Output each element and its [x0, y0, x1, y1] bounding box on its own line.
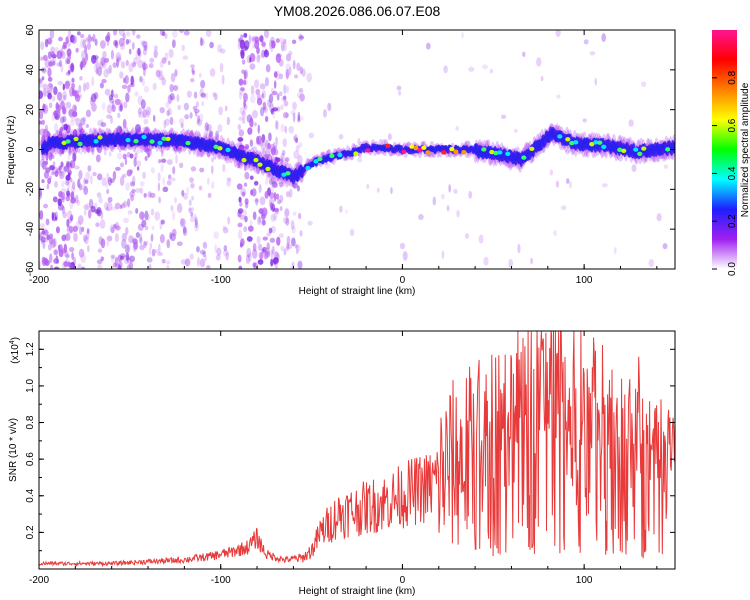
- spectrogram-y-tick: -60: [25, 261, 36, 276]
- spectrogram-y-tick: 0: [25, 146, 36, 152]
- figure-title: YM08.2026.086.06.07.E08: [274, 3, 441, 19]
- colorbar-tick: 0.2: [727, 214, 738, 228]
- snr-x-tick: 0: [400, 575, 406, 586]
- snr-y-tick: 0.6: [25, 452, 36, 466]
- snr-ticks: -200 -100 0 100 0.2 0.4 0.6 0.8 1.0 1.2: [25, 330, 675, 586]
- colorbar-gradient: [712, 30, 737, 269]
- spectrogram-x-label: Height of straight line (km): [299, 286, 416, 297]
- spectrogram-y-tick: -20: [25, 182, 36, 197]
- spectrogram-hotspots: [61, 134, 671, 177]
- snr-panel: -200 -100 0 100 0.2 0.4 0.6 0.8 1.0 1.2 Height of…: [8, 330, 676, 597]
- spectrogram-x-tick: -200: [29, 275, 49, 286]
- snr-y-label: SNR (10 * v/v): [8, 418, 19, 482]
- spectrogram-y-tick: 20: [25, 104, 36, 116]
- spectrogram-x-tick: 100: [576, 275, 593, 286]
- spectrogram-content: [39, 30, 675, 269]
- spectrogram-y-tick: 60: [25, 24, 36, 36]
- snr-y-tick: 0.2: [25, 525, 36, 539]
- snr-multiplier: (x104): [9, 337, 21, 364]
- colorbar-tick: 0.6: [727, 118, 738, 132]
- spectrogram-y-tick: -40: [25, 222, 36, 237]
- snr-y-tick: 1.0: [25, 379, 36, 393]
- snr-y-tick: 0.8: [25, 415, 36, 429]
- snr-y-tick: 0.4: [25, 488, 36, 502]
- colorbar-ticks: 0.0 0.2 0.4 0.6 0.8: [712, 70, 738, 276]
- spectrogram-y-label: Frequency (Hz): [6, 116, 17, 185]
- snr-x-tick: -200: [29, 575, 49, 586]
- spectrogram-x-tick: -100: [211, 275, 231, 286]
- spectrogram-ticks: -200 -100 0 100 60 40 20 0 -20 -40 -60: [25, 24, 675, 286]
- spectrogram-panel: -200 -100 0 100 60 40 20 0 -20 -40 -60 Height of s…: [6, 24, 676, 297]
- snr-x-label: Height of straight line (km): [299, 586, 416, 597]
- colorbar: 0.0 0.2 0.4 0.6 0.8 Normalized spectral ampl…: [712, 30, 750, 276]
- colorbar-tick: 0.0: [727, 262, 738, 276]
- spectrogram-y-tick: 40: [25, 64, 36, 76]
- spectrogram-noise: [39, 30, 675, 269]
- snr-y-tick: 1.2: [25, 342, 36, 356]
- snr-x-tick: 100: [576, 575, 593, 586]
- colorbar-label: Normalized spectral amplitude: [740, 82, 750, 217]
- colorbar-tick: 0.4: [727, 166, 738, 180]
- spectrogram-x-tick: 0: [400, 275, 406, 286]
- snr-x-tick: -100: [211, 575, 231, 586]
- snr-frame: [38, 330, 676, 570]
- snr-series-line: [39, 331, 675, 568]
- colorbar-tick: 0.8: [727, 70, 738, 84]
